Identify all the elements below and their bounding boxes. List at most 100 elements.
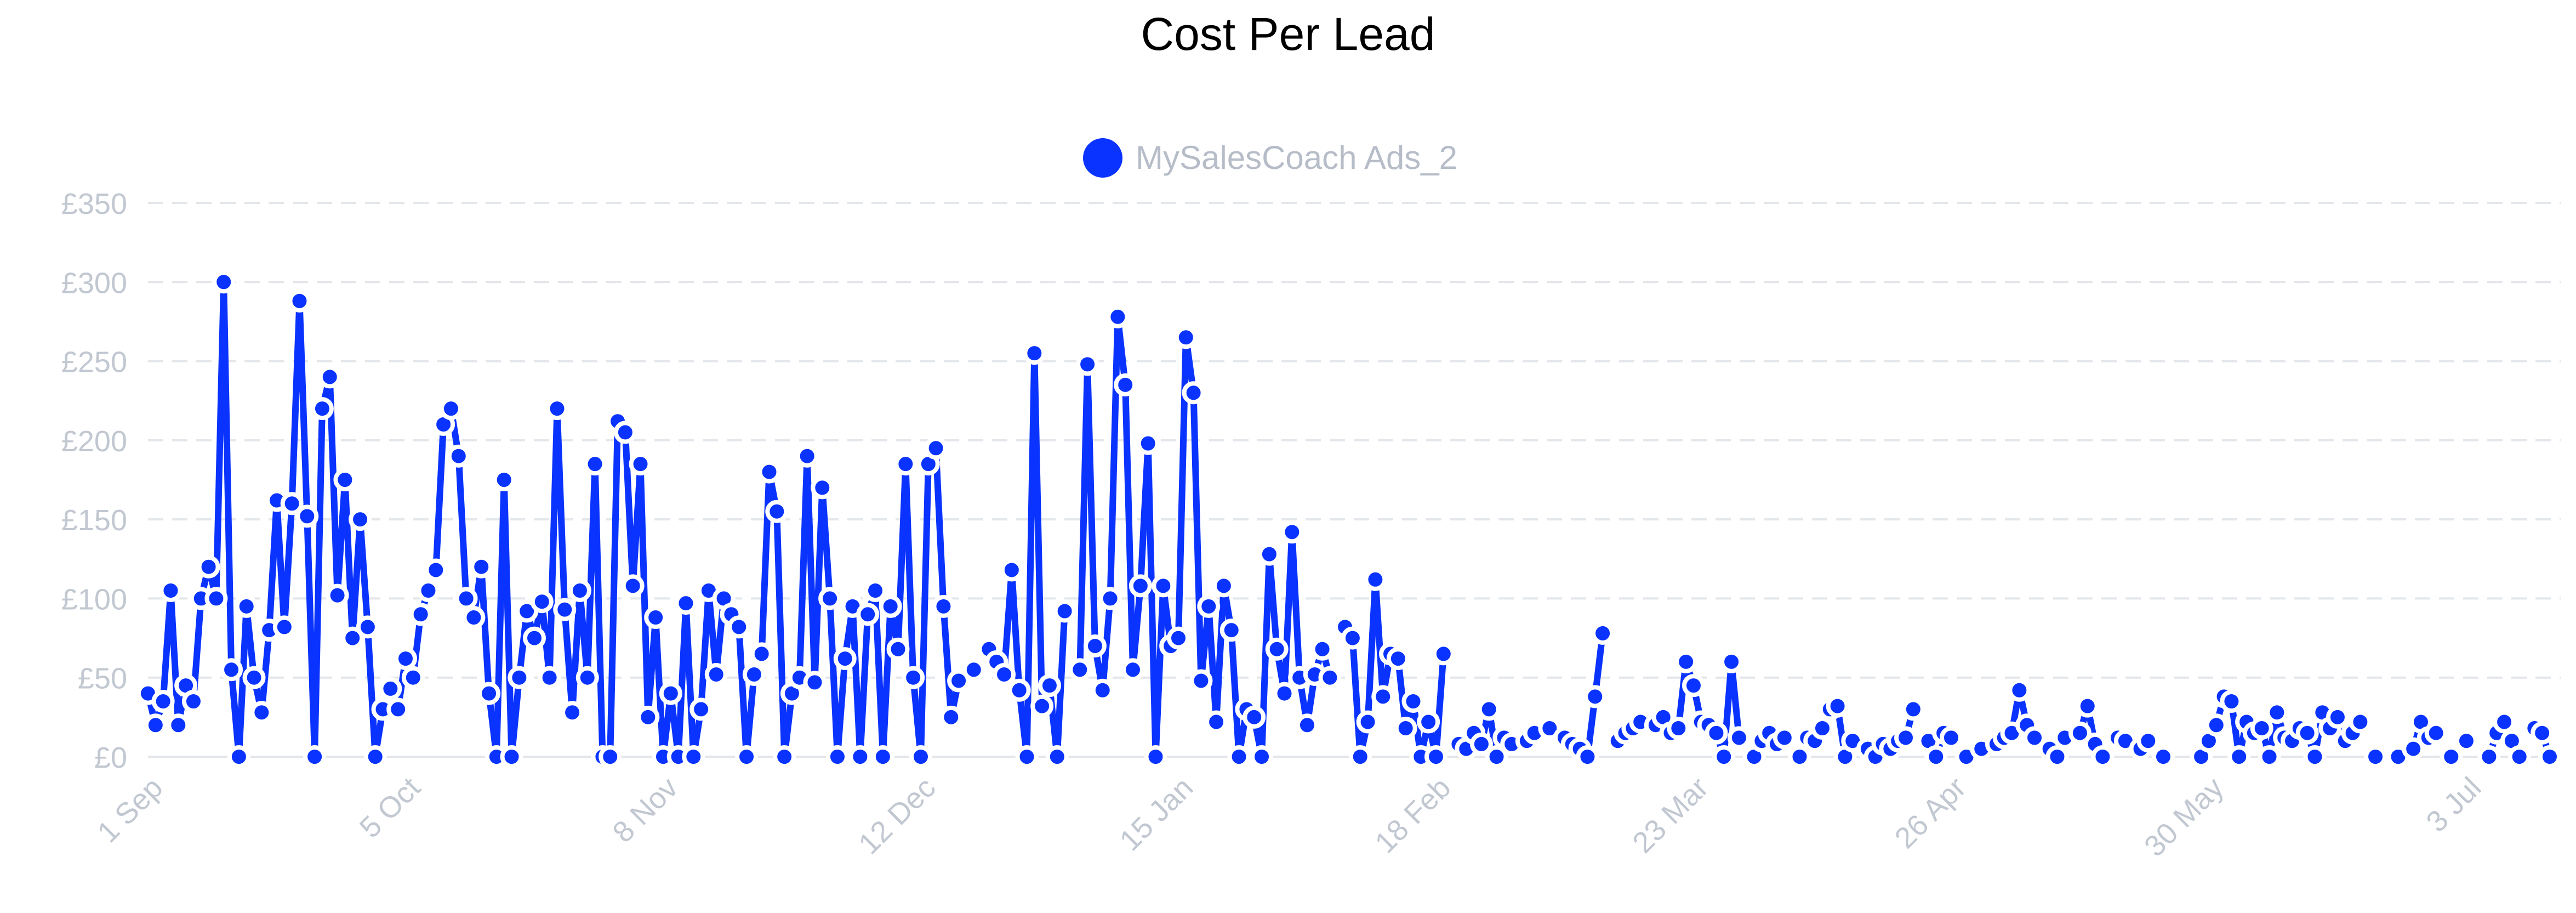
data-point[interactable] (704, 662, 728, 686)
data-point[interactable] (1356, 710, 1380, 734)
data-point[interactable] (575, 666, 599, 689)
data-point[interactable] (727, 615, 751, 639)
data-point[interactable] (902, 666, 925, 689)
data-point[interactable] (159, 579, 183, 602)
data-point[interactable] (1280, 520, 1304, 544)
data-point[interactable] (2008, 678, 2031, 702)
data-point[interactable] (341, 626, 364, 650)
data-point[interactable] (1174, 326, 1198, 349)
data-point[interactable] (568, 579, 591, 602)
data-point[interactable] (939, 705, 963, 729)
data-point[interactable] (2424, 721, 2448, 745)
data-point[interactable] (379, 677, 402, 700)
data-point[interactable] (508, 666, 531, 689)
data-point[interactable] (735, 745, 759, 768)
data-point[interactable] (280, 492, 304, 515)
data-point[interactable] (1901, 697, 1925, 721)
data-point[interactable] (993, 662, 1016, 686)
data-point[interactable] (227, 745, 250, 768)
data-point[interactable] (1394, 717, 1417, 740)
legend[interactable]: MySalesCoach Ads_2 (1083, 138, 1457, 178)
data-point[interactable] (2295, 721, 2319, 745)
data-point[interactable] (151, 690, 175, 713)
data-point[interactable] (288, 289, 311, 313)
data-point[interactable] (1243, 705, 1266, 729)
data-point[interactable] (689, 697, 713, 721)
data-point[interactable] (1007, 678, 1031, 702)
data-point[interactable] (386, 697, 410, 721)
data-point[interactable] (1053, 599, 1076, 623)
data-point[interactable] (1197, 594, 1221, 618)
data-point[interactable] (1667, 717, 1690, 740)
data-point[interactable] (1424, 745, 1447, 768)
data-point[interactable] (864, 579, 887, 602)
data-point[interactable] (856, 603, 880, 626)
data-point[interactable] (530, 590, 554, 614)
data-point[interactable] (1591, 621, 1615, 645)
data-point[interactable] (477, 682, 501, 705)
data-point[interactable] (1417, 710, 1440, 734)
data-point[interactable] (1401, 690, 1425, 713)
data-point[interactable] (1386, 647, 1410, 671)
data-point[interactable] (1045, 745, 1069, 768)
data-point[interactable] (2023, 726, 2047, 750)
data-point[interactable] (765, 500, 789, 523)
data-point[interactable] (1023, 342, 1046, 365)
data-point[interactable] (522, 626, 546, 650)
data-point[interactable] (2068, 721, 2091, 745)
data-point[interactable] (326, 583, 349, 607)
data-point[interactable] (2265, 701, 2289, 724)
data-point[interactable] (2538, 745, 2561, 768)
data-point[interactable] (773, 745, 796, 768)
data-point[interactable] (1826, 694, 1849, 718)
data-point[interactable] (2454, 729, 2478, 753)
data-point[interactable] (363, 745, 387, 768)
data-point[interactable] (409, 603, 432, 626)
data-point[interactable] (1182, 381, 1205, 405)
data-point[interactable] (1227, 745, 1251, 768)
data-point[interactable] (561, 701, 584, 724)
data-point[interactable] (2250, 717, 2273, 740)
data-point[interactable] (1432, 642, 1455, 666)
data-point[interactable] (545, 397, 569, 421)
data-point[interactable] (947, 669, 971, 693)
data-point[interactable] (553, 598, 577, 621)
data-point[interactable] (2326, 705, 2349, 729)
data-point[interactable] (242, 666, 266, 689)
data-point[interactable] (204, 587, 228, 610)
data-point[interactable] (613, 421, 637, 444)
data-point[interactable] (318, 365, 341, 389)
data-point[interactable] (2440, 745, 2463, 768)
data-point[interactable] (1000, 558, 1023, 582)
data-point[interactable] (447, 444, 470, 468)
data-point[interactable] (1083, 634, 1107, 657)
data-point[interactable] (1310, 637, 1334, 661)
data-point[interactable] (424, 558, 448, 582)
data-point[interactable] (349, 508, 372, 531)
data-point[interactable] (1295, 713, 1319, 737)
data-point[interactable] (636, 705, 660, 729)
data-point[interactable] (659, 682, 682, 705)
data-point[interactable] (144, 713, 167, 737)
data-point[interactable] (621, 574, 645, 598)
data-point[interactable] (2349, 710, 2372, 734)
data-point[interactable] (1038, 674, 1061, 697)
data-point[interactable] (2493, 710, 2516, 734)
data-point[interactable] (2152, 745, 2175, 768)
data-point[interactable] (1720, 650, 1743, 673)
data-point[interactable] (538, 666, 561, 689)
data-point[interactable] (1152, 574, 1175, 598)
data-point[interactable] (757, 460, 781, 484)
data-point[interactable] (803, 671, 827, 694)
data-point[interactable] (2091, 745, 2115, 768)
data-point[interactable] (1485, 745, 1508, 768)
data-point[interactable] (1166, 626, 1190, 650)
data-point[interactable] (1257, 542, 1281, 566)
data-point[interactable] (1098, 587, 1122, 610)
data-point[interactable] (583, 452, 607, 476)
data-point[interactable] (1076, 353, 1099, 376)
data-point[interactable] (1788, 745, 1811, 768)
data-point[interactable] (1810, 717, 1834, 740)
data-point[interactable] (500, 745, 523, 768)
data-point[interactable] (1576, 745, 1599, 768)
